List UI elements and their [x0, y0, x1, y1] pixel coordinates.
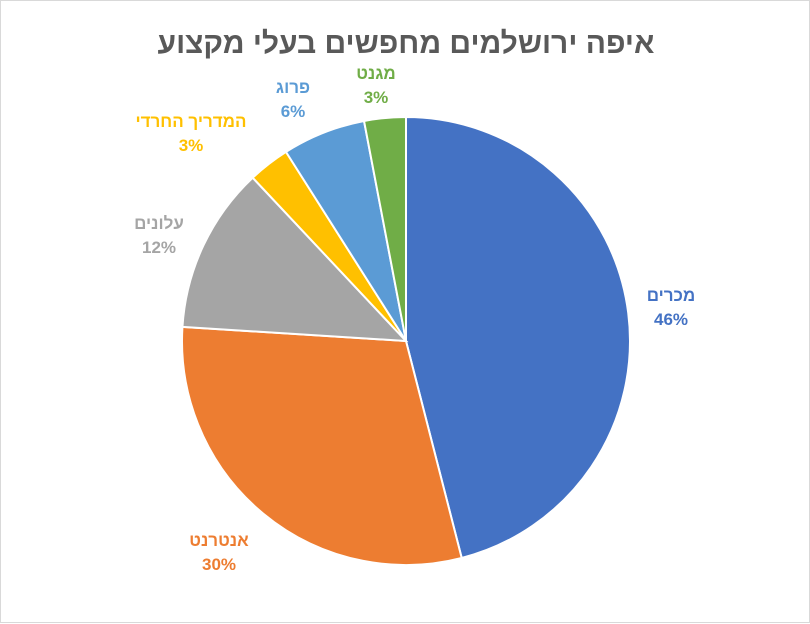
slice-value-3: 12% [142, 238, 176, 257]
pie-slice-2 [181, 325, 463, 566]
slice-label-3: עלונים [134, 214, 184, 233]
slice-label-6: מגנט [356, 64, 396, 83]
slice-label-1: מכרים [647, 286, 696, 305]
slice-value-4: 3% [179, 136, 204, 155]
slice-label-2: אנטרנט [189, 531, 249, 550]
slice-label-4: המדריך החרדי [135, 112, 246, 131]
pie-slice-3 [181, 176, 409, 343]
slice-label-5: פרוג [276, 78, 310, 97]
pie-slices [181, 115, 631, 566]
slice-value-5: 6% [281, 102, 306, 121]
pie-slice-1 [405, 115, 631, 560]
slice-value-2: 30% [202, 555, 236, 574]
chart-title: איפה ירושלמים מחפשים בעלי מקצוע [158, 27, 655, 60]
slice-value-1: 46% [654, 310, 688, 329]
slice-value-6: 3% [364, 88, 389, 107]
pie-slice-6 [362, 115, 407, 342]
pie-labels: מכרים 46% אנטרנט 30% עלונים 12% המדריך החרדי 3%… [134, 64, 695, 574]
